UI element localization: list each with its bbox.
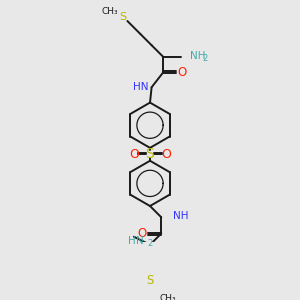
Text: H: H bbox=[128, 236, 136, 246]
Text: S: S bbox=[119, 12, 126, 22]
Text: O: O bbox=[137, 227, 146, 240]
Text: CH₃: CH₃ bbox=[101, 7, 118, 16]
Text: S: S bbox=[146, 147, 154, 161]
Text: NH: NH bbox=[190, 51, 206, 61]
Text: O: O bbox=[178, 66, 187, 79]
Text: N: N bbox=[136, 236, 144, 246]
Text: S: S bbox=[146, 274, 154, 287]
Text: 2: 2 bbox=[148, 239, 153, 248]
Text: HN: HN bbox=[133, 82, 148, 92]
Text: CH₃: CH₃ bbox=[160, 294, 176, 300]
Text: NH: NH bbox=[172, 211, 188, 221]
Text: 2: 2 bbox=[202, 55, 208, 64]
Text: O: O bbox=[161, 148, 171, 161]
Text: O: O bbox=[129, 148, 139, 161]
